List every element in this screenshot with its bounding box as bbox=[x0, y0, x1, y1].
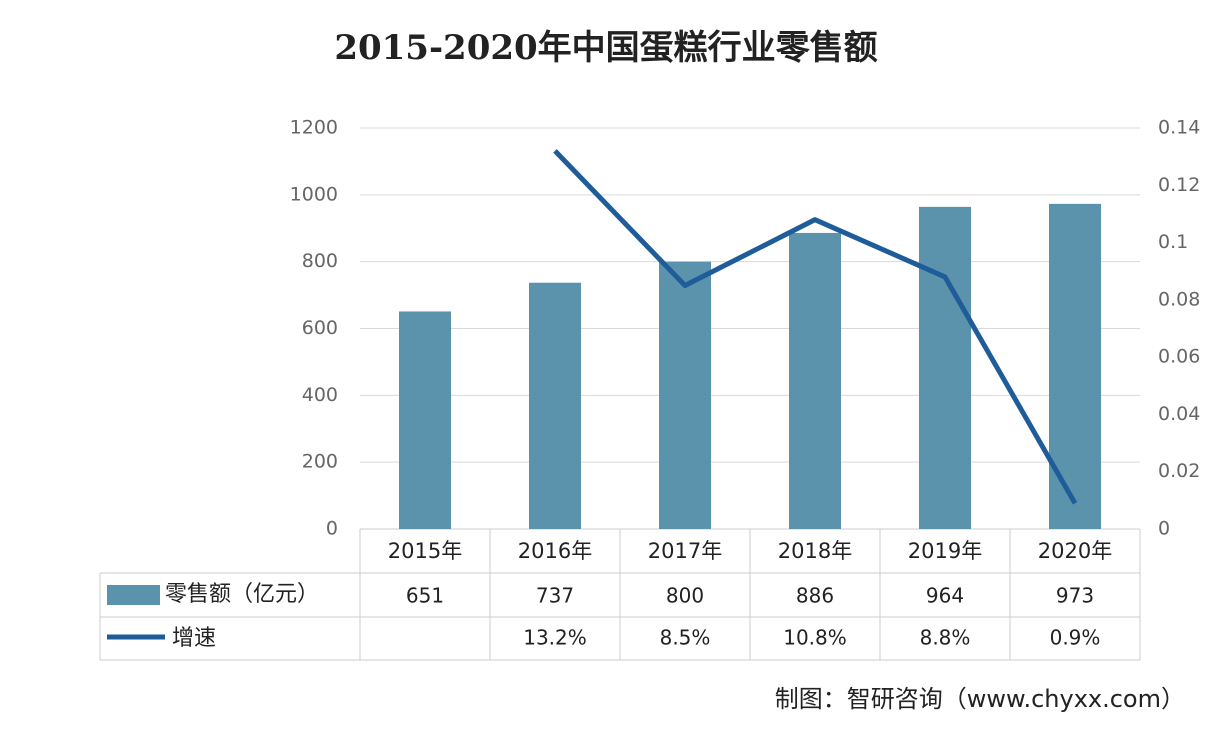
y2-tick-label: 0.08 bbox=[1158, 288, 1200, 310]
y2-tick-label: 0.04 bbox=[1158, 403, 1200, 425]
table-value: 10.8% bbox=[783, 626, 847, 650]
bar bbox=[659, 261, 711, 529]
table-value: 800 bbox=[666, 584, 704, 608]
y2-tick-label: 0.12 bbox=[1158, 174, 1200, 196]
legend-label: 零售额（亿元） bbox=[165, 582, 319, 607]
y-tick-label: 1000 bbox=[290, 183, 338, 205]
y-tick-label: 600 bbox=[302, 317, 338, 339]
bar bbox=[399, 311, 451, 529]
x-tick-label: 2016年 bbox=[518, 539, 592, 563]
legend-swatch bbox=[107, 585, 160, 605]
line bbox=[553, 149, 1078, 505]
bar bbox=[919, 206, 971, 529]
chart-title: 2015-2020年中国蛋糕行业零售额 bbox=[334, 28, 877, 68]
y2-tick-label: 0.1 bbox=[1158, 231, 1188, 253]
table-value: 0.9% bbox=[1050, 626, 1101, 650]
table-value: 886 bbox=[796, 584, 834, 608]
y-tick-label: 200 bbox=[302, 451, 338, 473]
y2-tick-label: 0.02 bbox=[1158, 460, 1200, 482]
bar bbox=[529, 282, 581, 529]
y-tick-label: 400 bbox=[302, 384, 338, 406]
y2-tick-label: 0.14 bbox=[1158, 117, 1200, 139]
bar bbox=[789, 232, 841, 529]
bar bbox=[1049, 203, 1101, 529]
x-tick-label: 2018年 bbox=[778, 539, 852, 563]
y-tick-label: 800 bbox=[302, 250, 338, 272]
table-value: 973 bbox=[1056, 584, 1094, 608]
table-value: 8.8% bbox=[920, 626, 971, 650]
y-tick-label: 1200 bbox=[290, 117, 338, 139]
x-tick-label: 2017年 bbox=[648, 539, 722, 563]
x-tick-label: 2020年 bbox=[1038, 539, 1112, 563]
x-tick-label: 2015年 bbox=[388, 539, 462, 563]
table-value: 737 bbox=[536, 584, 574, 608]
legend-label: 增速 bbox=[172, 626, 216, 651]
table-value: 964 bbox=[926, 584, 964, 608]
y-tick-label: 0 bbox=[326, 518, 338, 540]
table-value: 13.2% bbox=[523, 626, 587, 650]
source-note: 制图：智研咨询（www.chyxx.com） bbox=[775, 685, 1185, 713]
table-value: 8.5% bbox=[660, 626, 711, 650]
y2-tick-label: 0.06 bbox=[1158, 346, 1200, 368]
table-value: 651 bbox=[406, 584, 444, 608]
y2-tick-label: 0 bbox=[1158, 518, 1170, 540]
x-tick-label: 2019年 bbox=[908, 539, 982, 563]
